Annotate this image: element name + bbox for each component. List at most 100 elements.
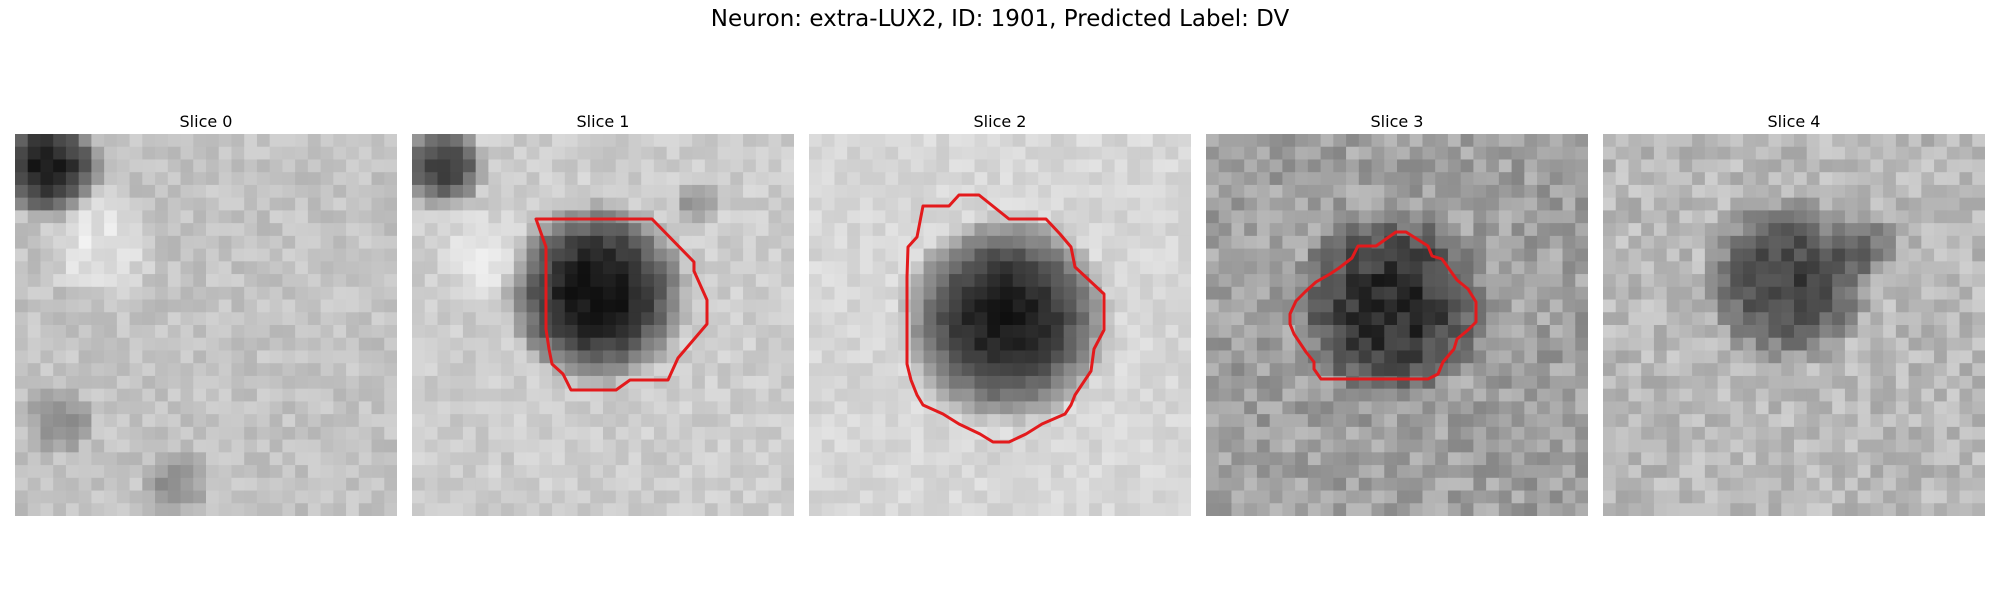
image-pixel	[1165, 337, 1179, 352]
image-pixel	[129, 261, 143, 275]
image-pixel	[1384, 350, 1398, 364]
image-pixel	[1806, 375, 1821, 390]
image-pixel	[1743, 325, 1757, 339]
image-pixel	[53, 274, 67, 288]
image-pixel	[1269, 490, 1283, 504]
image-pixel	[488, 159, 502, 173]
image-pixel	[384, 248, 397, 262]
image-pixel	[1498, 325, 1513, 339]
image-pixel	[653, 274, 668, 288]
image-pixel	[1140, 426, 1154, 441]
image-pixel	[346, 235, 360, 250]
image-pixel	[1653, 274, 1668, 288]
image-pixel	[218, 388, 233, 402]
image-pixel	[1435, 439, 1449, 453]
image-pixel	[53, 426, 67, 441]
image-pixel	[603, 337, 617, 352]
image-pixel	[1447, 414, 1462, 428]
image-pixel	[1231, 465, 1245, 479]
image-pixel	[834, 439, 848, 453]
image-pixel	[501, 388, 515, 402]
image-pixel	[91, 210, 105, 224]
image-pixel	[1206, 414, 1220, 428]
image-pixel	[552, 477, 566, 492]
image-pixel	[641, 375, 655, 390]
image-pixel	[1152, 439, 1167, 453]
image-pixel	[1666, 325, 1680, 339]
image-pixel	[564, 414, 579, 428]
image-pixel	[1346, 350, 1360, 364]
image-pixel	[193, 274, 207, 288]
image-pixel	[1549, 299, 1564, 313]
image-pixel	[142, 350, 156, 364]
image-pixel	[1704, 312, 1719, 326]
image-pixel	[910, 184, 925, 199]
image-pixel	[129, 184, 143, 199]
image-pixel	[1921, 490, 1935, 504]
image-pixel	[1435, 235, 1449, 250]
image-pixel	[1549, 235, 1564, 250]
image-pixel	[1473, 172, 1487, 186]
image-pixel	[218, 223, 233, 237]
image-pixel	[1946, 363, 1961, 377]
image-pixel	[615, 223, 630, 237]
image-pixel	[653, 439, 668, 453]
image-pixel	[412, 350, 426, 364]
image-pixel	[282, 235, 296, 250]
image-pixel	[1231, 274, 1245, 288]
image-pixel	[923, 274, 937, 288]
image-pixel	[1231, 197, 1245, 211]
image-pixel	[244, 235, 258, 250]
image-pixel	[333, 465, 347, 479]
image-pixel	[1409, 325, 1424, 339]
image-pixel	[603, 286, 617, 301]
image-pixel	[987, 477, 1001, 492]
image-pixel	[974, 465, 988, 479]
image-pixel	[1666, 312, 1680, 326]
image-pixel	[1178, 426, 1191, 441]
image-pixel	[167, 274, 182, 288]
image-pixel	[1486, 312, 1500, 326]
image-pixel	[1806, 261, 1821, 275]
image-pixel	[1397, 274, 1411, 288]
image-pixel	[167, 197, 182, 211]
image-pixel	[1012, 363, 1027, 377]
image-pixel	[898, 223, 912, 237]
image-pixel	[1140, 197, 1154, 211]
image-pixel	[1883, 426, 1897, 441]
image-pixel	[1140, 325, 1154, 339]
image-pixel	[1000, 426, 1014, 441]
image-pixel	[1000, 350, 1014, 364]
image-pixel	[910, 172, 925, 186]
image-pixel	[692, 503, 706, 516]
image-pixel	[898, 477, 912, 492]
image-pixel	[1972, 184, 1985, 199]
image-pixel	[1524, 375, 1538, 390]
image-pixel	[552, 465, 566, 479]
image-pixel	[1819, 223, 1833, 237]
image-pixel	[1743, 401, 1757, 415]
image-pixel	[564, 325, 579, 339]
image-pixel	[1870, 503, 1884, 516]
image-pixel	[437, 325, 451, 339]
image-pixel	[1692, 401, 1706, 415]
image-pixel	[1435, 375, 1449, 390]
image-pixel	[692, 490, 706, 504]
image-pixel	[333, 197, 347, 211]
image-pixel	[1615, 414, 1630, 428]
image-pixel	[488, 465, 502, 479]
image-pixel	[1524, 477, 1538, 492]
image-pixel	[526, 261, 540, 275]
image-pixel	[1794, 388, 1808, 402]
image-pixel	[1384, 503, 1398, 516]
image-pixel	[1908, 159, 1922, 173]
image-pixel	[1218, 490, 1233, 504]
image-pixel	[821, 146, 836, 161]
image-pixel	[1692, 159, 1706, 173]
image-pixel	[1895, 363, 1910, 377]
image-pixel	[129, 299, 143, 313]
image-pixel	[1524, 210, 1538, 224]
image-pixel	[1063, 503, 1077, 516]
image-pixel	[1641, 477, 1655, 492]
image-pixel	[961, 439, 976, 453]
